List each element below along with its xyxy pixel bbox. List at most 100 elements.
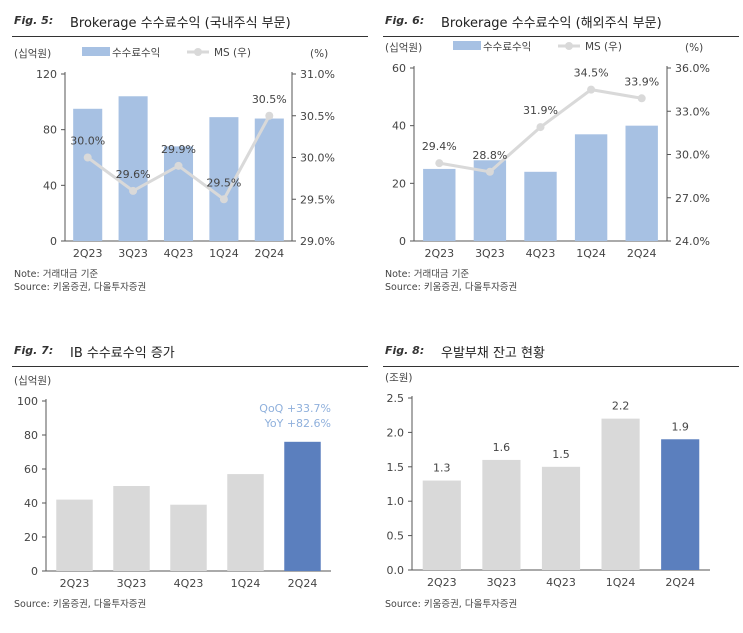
bar — [422, 480, 461, 570]
ms-value-label: 30.5% — [252, 93, 287, 106]
x-tick-label: 2Q24 — [254, 247, 284, 260]
bar — [170, 504, 207, 571]
legend-bar-swatch — [82, 47, 110, 56]
ms-value-label: 34.5% — [574, 67, 609, 80]
legend-bar-swatch — [453, 41, 481, 50]
x-tick-label: 2Q24 — [665, 576, 695, 589]
y2-tick-label: 29.0% — [300, 235, 335, 248]
bar — [254, 118, 284, 241]
y-tick-label: 120 — [36, 68, 57, 81]
y-tick-label: 20 — [24, 531, 38, 544]
fig5-source: Source: 키움증권, 다올투자증권 — [14, 282, 147, 293]
y2-tick-label: 30.0% — [300, 152, 335, 165]
y-tick-label: 2.0 — [387, 426, 405, 439]
bar — [163, 146, 194, 241]
fig6-note: Note: 거래대금 기준 — [385, 269, 470, 280]
y-unit-label: (십억원) — [385, 42, 422, 54]
ms-point — [83, 153, 92, 162]
y2-tick-label: 30.5% — [300, 110, 335, 123]
y-tick-label: 0 — [399, 235, 406, 248]
fig6-chart: (십억원) 0 20 40 60 (%) 24.0% 27.0% 30.0% 33.0% 36.0%… — [385, 41, 710, 260]
bar — [661, 439, 700, 570]
fig7-title: IB 수수료수익 증가 — [70, 346, 175, 361]
x-tick-label: 4Q23 — [174, 577, 204, 590]
fig6-label: Fig. 6: — [385, 14, 425, 27]
ms-value-label: 28.8% — [472, 149, 507, 162]
fig7-source: Source: 키움증권, 다올투자증권 — [14, 599, 147, 610]
bar — [423, 168, 456, 241]
y2-tick-label: 36.0% — [675, 62, 710, 75]
x-tick-label: 2Q23 — [424, 247, 454, 260]
legend-bar-label: 수수료수익 — [483, 41, 531, 53]
x-tick-label: 2Q23 — [73, 247, 103, 260]
bar — [113, 486, 150, 571]
fig8-source: Source: 키움증권, 다올투자증권 — [385, 599, 518, 610]
x-tick-label: 4Q23 — [164, 247, 194, 260]
y2-tick-label: 29.5% — [300, 193, 335, 206]
x-tick-label: 2Q23 — [60, 577, 90, 590]
x-tick-label: 4Q23 — [526, 247, 556, 260]
ms-point — [435, 159, 444, 168]
bar — [284, 441, 321, 571]
fig7-panel: Fig. 7: IB 수수료수익 증가 (십억원) 0 20 40 60 80 100 2Q2… — [12, 336, 372, 626]
ms-value-label: 29.4% — [422, 140, 457, 153]
fig6-panel: Fig. 6: Brokerage 수수료수익 (해외주식 부문) (십억원) 0… — [383, 6, 743, 296]
ms-point — [129, 186, 138, 195]
ms-point — [637, 94, 646, 103]
ms-value-label: 29.5% — [206, 176, 241, 189]
ms-value-label: 33.9% — [624, 75, 659, 88]
ms-value-label: 30.0% — [70, 135, 105, 148]
legend-line-marker — [194, 48, 202, 56]
fig6-title: Brokerage 수수료수익 (해외주식 부문) — [441, 16, 662, 31]
ms-point — [485, 167, 494, 176]
y2-tick-label: 27.0% — [675, 192, 710, 205]
y-tick-label: 40 — [24, 497, 38, 510]
bar — [227, 474, 264, 571]
x-tick-label: 1Q24 — [576, 247, 606, 260]
bar — [73, 108, 103, 242]
x-tick-label: 3Q23 — [117, 577, 147, 590]
fig8-header: Fig. 8: 우발부채 잔고 현황 — [383, 336, 739, 367]
ms-point — [174, 161, 183, 170]
y-tick-label: 0.0 — [387, 564, 405, 577]
ms-value-label: 29.9% — [161, 143, 196, 156]
bar-value-label: 1.5 — [552, 448, 570, 461]
x-tick-label: 2Q23 — [427, 576, 457, 589]
bar — [601, 418, 640, 570]
bar — [56, 499, 93, 571]
y-tick-label: 20 — [392, 177, 406, 190]
ms-point — [219, 195, 228, 204]
fig5-label: Fig. 5: — [14, 14, 54, 27]
bar-value-label: 1.6 — [493, 441, 511, 454]
y-unit-label: (십억원) — [14, 48, 51, 60]
y-unit-label: (십억원) — [14, 375, 51, 387]
x-tick-label: 4Q23 — [546, 576, 576, 589]
y-tick-label: 0.5 — [387, 530, 405, 543]
y-tick-label: 1.5 — [387, 461, 405, 474]
fig5-chart: (십억원) 0 40 80 120 (%) 29.0% 29.5% 30.0% 30.5% 31.0… — [14, 47, 335, 260]
legend-bar-label: 수수료수익 — [112, 47, 160, 59]
bar — [482, 459, 521, 570]
y2-unit-label: (%) — [310, 48, 328, 60]
ms-point — [265, 111, 274, 120]
x-tick-label: 1Q24 — [606, 576, 636, 589]
growth-annotation: YoY +82.6% — [264, 417, 331, 430]
bar — [541, 466, 581, 570]
legend-line-marker — [565, 42, 573, 50]
y2-tick-label: 24.0% — [675, 235, 710, 248]
fig5-header: Fig. 5: Brokerage 수수료수익 (국내주식 부문) — [12, 6, 368, 37]
fig6-header: Fig. 6: Brokerage 수수료수익 (해외주식 부문) — [383, 6, 739, 37]
bar — [574, 134, 608, 241]
fig8-panel: Fig. 8: 우발부채 잔고 현황 (조원) 0.0 0.5 1.0 1.5 2.0 2.… — [383, 336, 743, 626]
y2-tick-label: 30.0% — [675, 149, 710, 162]
x-tick-label: 3Q23 — [118, 247, 148, 260]
y-unit-label: (조원) — [385, 372, 413, 384]
y2-unit-label: (%) — [685, 42, 703, 54]
ms-value-label: 31.9% — [523, 104, 558, 117]
bar — [524, 171, 557, 241]
y-tick-label: 2.5 — [387, 392, 405, 405]
y-tick-label: 100 — [17, 395, 38, 408]
x-tick-label: 3Q23 — [487, 576, 517, 589]
bar-value-label: 1.3 — [433, 462, 451, 475]
x-tick-label: 1Q24 — [231, 577, 261, 590]
